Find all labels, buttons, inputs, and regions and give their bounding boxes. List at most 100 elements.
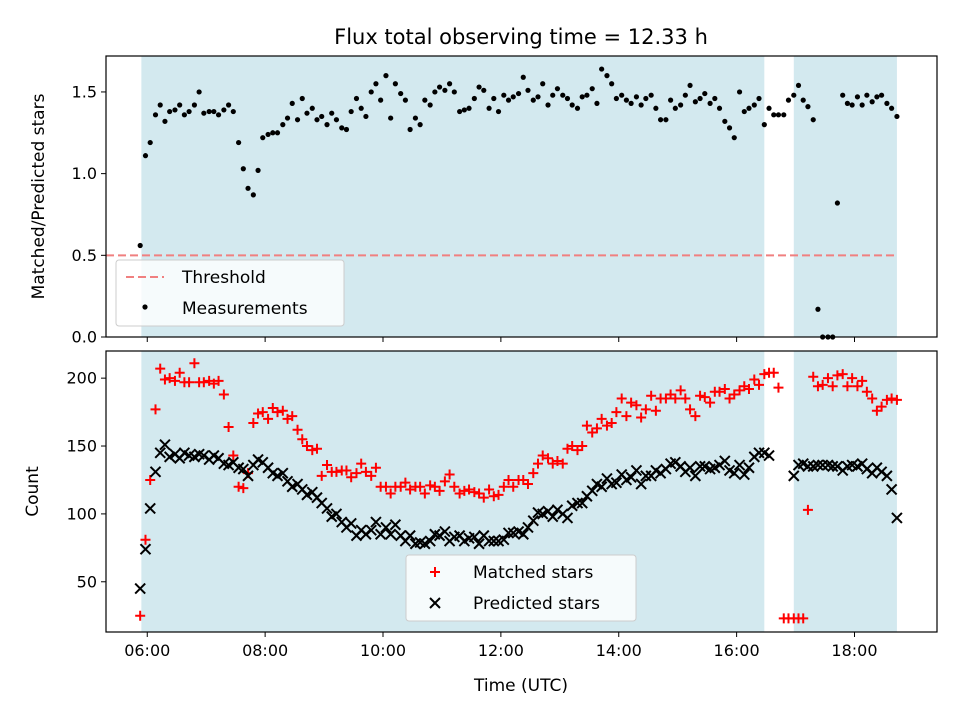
matched-star-point: [297, 434, 308, 445]
measurement-point: [314, 117, 320, 123]
matched-star-point: [754, 379, 765, 390]
measurement-point: [746, 105, 752, 111]
matched-star-point: [385, 488, 396, 499]
matched-star-point: [145, 474, 156, 485]
predicted-star-point: [365, 524, 377, 536]
matched-star-point: [478, 492, 489, 503]
matched-star-point: [680, 393, 691, 404]
matched-star-point: [646, 390, 657, 401]
matched-star-point: [218, 389, 229, 400]
matched-star-point: [503, 474, 514, 485]
measurement-point: [525, 87, 531, 93]
matched-star-point: [808, 371, 819, 382]
measurement-point: [142, 153, 149, 159]
matched-star-point: [322, 460, 333, 471]
matched-star-point: [695, 390, 706, 401]
predicted-star-point: [571, 497, 584, 509]
legend: Threshold Measurements: [115, 259, 345, 327]
predicted-star-point: [468, 531, 481, 543]
predicted-star-point: [374, 528, 387, 540]
measurement-point: [844, 100, 851, 106]
predicted-star-point: [522, 521, 534, 534]
matched-star-point: [228, 450, 239, 461]
measurement-point: [294, 117, 301, 123]
measurement-point: [147, 139, 153, 146]
chart-title: Flux total observing time = 12.33 h: [334, 25, 708, 49]
predicted-star-point: [345, 517, 357, 530]
measurement-point: [491, 95, 497, 102]
matched-star-point: [301, 441, 312, 452]
predicted-star-point: [483, 535, 495, 547]
matched-star-point: [743, 384, 754, 395]
measurement-point: [177, 102, 183, 108]
measurement-point: [628, 100, 634, 106]
measurement-point: [889, 105, 895, 111]
measurement-point: [619, 92, 625, 98]
matched-star-point: [380, 481, 391, 492]
matched-star-point: [346, 472, 357, 483]
measurement-point: [363, 113, 369, 120]
matched-star-point: [400, 477, 411, 488]
measurement-point: [501, 92, 507, 98]
matched-star-point: [169, 375, 180, 386]
measurement-point: [461, 107, 467, 113]
predicted-star-point: [547, 510, 559, 523]
predicted-star-point: [424, 535, 436, 547]
measurement-point: [579, 94, 585, 100]
measurement-point: [225, 102, 232, 108]
predicted-star-point: [321, 502, 333, 515]
measurement-point: [574, 105, 581, 111]
matched-star-point: [749, 374, 760, 385]
predicted-star-point: [586, 485, 598, 497]
measurement-point: [653, 105, 659, 111]
matched-star-point: [213, 375, 224, 386]
measurement-point: [215, 112, 222, 118]
predicted-star-point: [330, 508, 343, 520]
predicted-star-point: [635, 478, 647, 490]
predicted-star-point: [561, 512, 574, 524]
legend-matched-label: Matched stars: [473, 563, 593, 583]
x-tick-label: 08:00: [242, 641, 288, 660]
matched-star-point: [316, 470, 327, 481]
measurement-point: [284, 115, 291, 121]
legend-predicted-label: Predicted stars: [473, 594, 600, 614]
matched-star-point: [459, 485, 470, 496]
matched-star-point: [812, 381, 823, 392]
matched-star-point: [248, 417, 259, 428]
measurement-point: [191, 102, 198, 108]
predicted-star-point: [763, 449, 775, 462]
matched-star-point: [705, 397, 716, 408]
measurement-point: [471, 95, 477, 102]
predicted-star-point: [812, 459, 824, 471]
matched-star-point: [341, 465, 352, 476]
matched-star-point: [238, 483, 249, 494]
predicted-star-point: [404, 529, 416, 542]
y-tick-label: 50: [77, 572, 97, 591]
measurement-point: [432, 89, 438, 95]
predicted-star-point: [370, 516, 382, 528]
matched-star-point: [164, 373, 175, 384]
observing-window: [793, 351, 897, 632]
measurement-point: [687, 82, 693, 89]
measurement-point: [442, 87, 448, 93]
matched-star-point: [690, 411, 701, 422]
measurement-point: [716, 105, 723, 111]
matched-star-point: [311, 443, 322, 454]
matched-star-point: [444, 469, 455, 480]
measurement-point: [329, 110, 335, 116]
predicted-star-point: [885, 483, 898, 496]
measurement-point: [672, 105, 678, 111]
measurement-point: [309, 105, 315, 111]
matched-star-point: [886, 393, 897, 404]
matched-star-point: [881, 394, 892, 405]
measurement-point: [545, 102, 551, 108]
y-tick-label: 1.0: [72, 164, 97, 183]
matched-star-point: [822, 373, 833, 384]
x-tick-label: 16:00: [714, 641, 760, 660]
measurement-point: [339, 125, 345, 131]
predicted-star-point: [788, 470, 800, 482]
measurement-point: [623, 97, 630, 103]
predicted-star-point: [517, 528, 529, 540]
y-tick-label: 100: [66, 504, 97, 523]
x-axis-label: Time (UTC): [473, 676, 568, 696]
